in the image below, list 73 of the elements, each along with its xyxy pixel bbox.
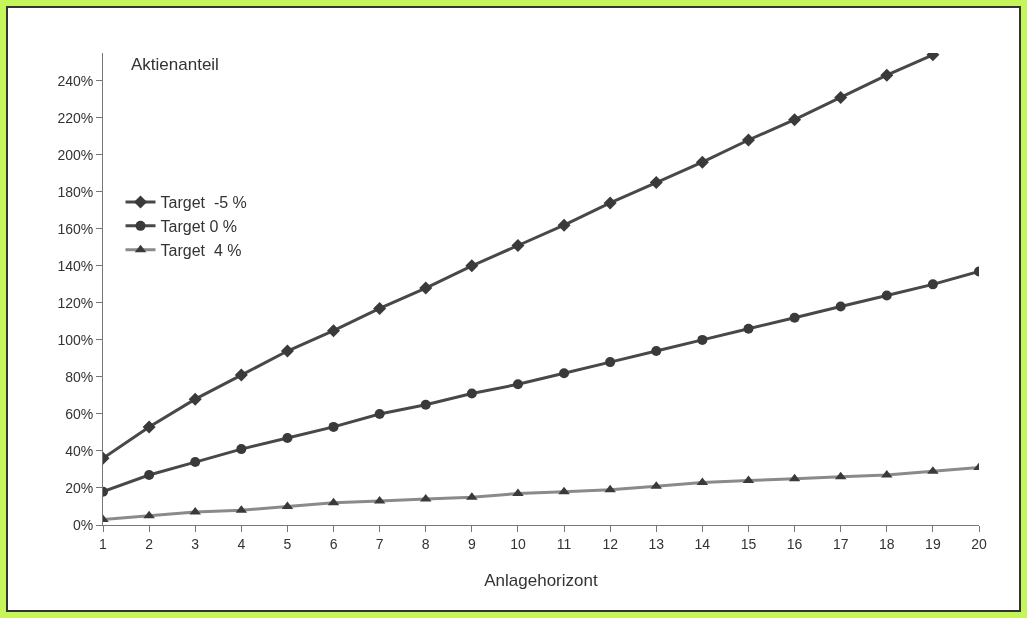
y-tick-label: 220% (57, 109, 94, 126)
x-tick-label: 5 (283, 535, 292, 552)
y-tick-label: 60% (65, 405, 94, 422)
x-tick-label: 3 (191, 535, 200, 552)
x-tick-label: 13 (648, 535, 665, 552)
point (282, 433, 293, 443)
y-tick-label: 200% (57, 146, 94, 163)
point (465, 259, 479, 273)
y-tick-label: 100% (57, 331, 94, 348)
point (881, 290, 892, 301)
point (511, 239, 525, 252)
x-axis-title: Anlagehorizont (484, 571, 598, 590)
x-tick-label: 17 (832, 535, 849, 552)
point (651, 346, 662, 357)
point (142, 420, 156, 434)
x-tick-label: 16 (786, 535, 803, 552)
x-tick-label: 12 (602, 535, 619, 552)
point (234, 368, 248, 382)
x-tick-label: 19 (925, 535, 941, 552)
point (695, 155, 709, 169)
x-tick-label: 15 (740, 535, 757, 552)
point (190, 457, 201, 468)
point (373, 301, 387, 315)
y-tick-label: 20% (65, 479, 94, 496)
point (420, 399, 431, 410)
point (741, 133, 755, 147)
point (789, 312, 800, 323)
point (788, 113, 802, 127)
point (466, 388, 477, 399)
y-tick-label: 240% (57, 72, 94, 89)
y-tick-label: 180% (57, 183, 94, 200)
y-axis-title: Aktienanteil (131, 55, 219, 74)
point (605, 357, 616, 368)
point (697, 334, 708, 345)
legend-label: Target 4 % (160, 241, 242, 259)
point (374, 408, 385, 419)
x-tick-label: 1 (99, 535, 108, 552)
point (603, 196, 617, 210)
x-tick-label: 4 (237, 535, 246, 552)
point (419, 281, 433, 295)
point (512, 379, 523, 390)
x-tick-label: 20 (971, 535, 987, 552)
y-tick-label: 140% (57, 257, 94, 274)
point (880, 68, 894, 82)
legend-label: Target 0 % (160, 218, 237, 236)
point (649, 176, 663, 190)
point (559, 368, 570, 379)
point (557, 218, 571, 232)
y-tick-label: 40% (65, 442, 94, 459)
x-tick-label: 6 (329, 535, 338, 552)
x-tick-label: 8 (421, 535, 430, 552)
point (327, 324, 341, 338)
point (927, 279, 938, 290)
point (236, 444, 247, 455)
point (835, 301, 846, 312)
point (328, 421, 339, 432)
y-tick-label: 80% (65, 368, 94, 385)
point (743, 323, 754, 334)
legend-label: Target -5 % (160, 194, 247, 212)
x-tick-label: 9 (467, 535, 476, 552)
y-tick-label: 120% (57, 294, 94, 311)
x-tick-label: 10 (510, 535, 526, 552)
point (280, 344, 294, 358)
y-tick-label: 160% (57, 220, 94, 237)
x-tick-label: 14 (694, 535, 711, 552)
point (834, 90, 848, 104)
point (144, 470, 155, 481)
x-tick-label: 18 (879, 535, 895, 552)
y-tick-label: 0% (72, 516, 94, 533)
x-tick-label: 11 (556, 535, 572, 552)
x-tick-label: 7 (375, 535, 384, 552)
point (188, 392, 202, 406)
x-tick-label: 2 (145, 535, 154, 552)
